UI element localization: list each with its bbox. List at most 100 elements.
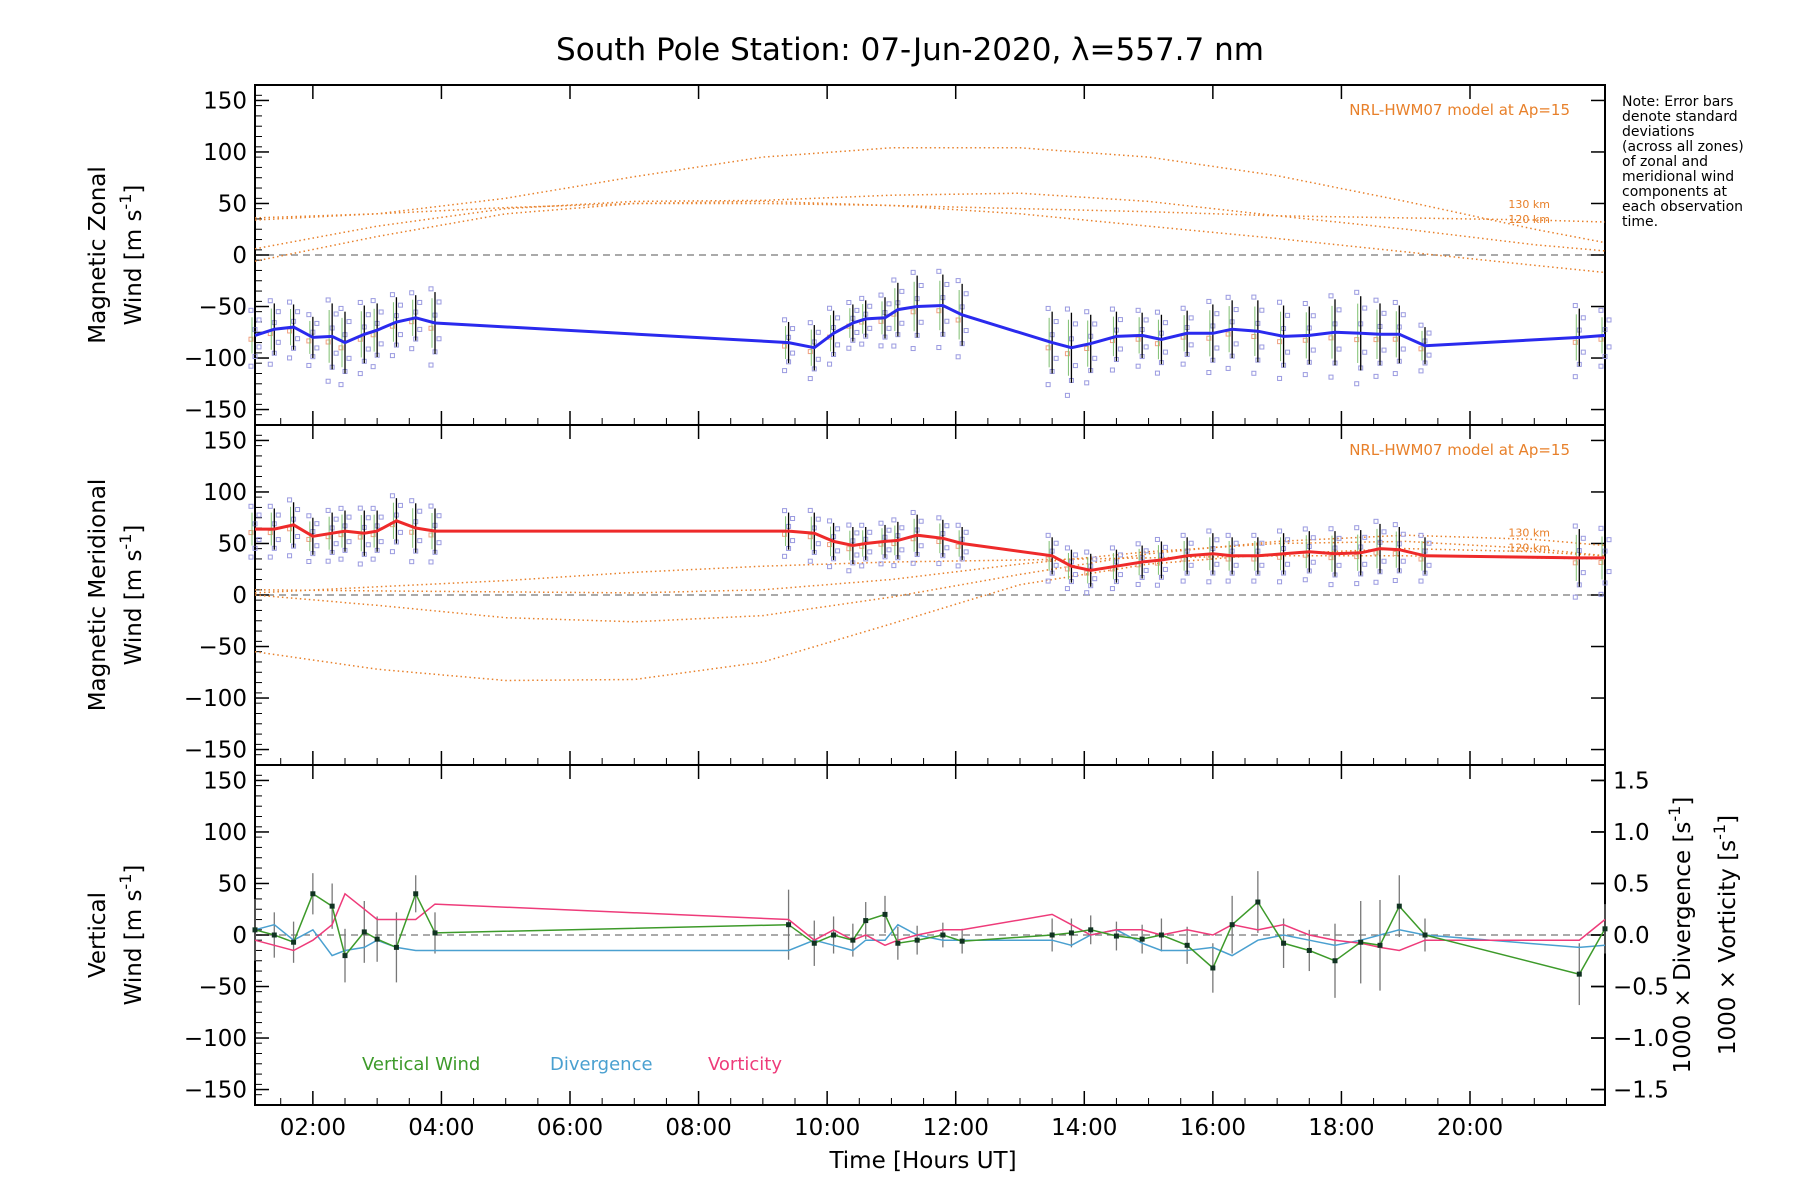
zone-point bbox=[314, 345, 320, 351]
zone-point bbox=[1426, 352, 1432, 358]
zone-point bbox=[835, 548, 841, 554]
zone-point bbox=[1259, 344, 1265, 350]
note-line: denote standard bbox=[1622, 109, 1738, 125]
zone-point bbox=[306, 558, 312, 564]
zone-point bbox=[436, 336, 442, 342]
zone-point bbox=[859, 295, 865, 301]
zone-point bbox=[1135, 363, 1141, 369]
zone-point bbox=[955, 543, 961, 549]
zone-point bbox=[1400, 531, 1406, 537]
zone-point bbox=[248, 530, 254, 536]
zone-point bbox=[417, 538, 423, 544]
zone-point bbox=[815, 516, 821, 522]
zone-point bbox=[1092, 355, 1098, 361]
zone-point bbox=[827, 564, 833, 570]
zone-point bbox=[1302, 526, 1308, 532]
zone-point bbox=[1362, 349, 1368, 355]
unit-superscript: -1 bbox=[116, 874, 135, 890]
vertical-wind-point bbox=[940, 932, 946, 938]
zone-point bbox=[846, 522, 852, 528]
zone-point bbox=[248, 554, 254, 560]
zone-point bbox=[1084, 380, 1090, 386]
zone-point bbox=[827, 305, 833, 311]
zone-point bbox=[1302, 337, 1308, 343]
zone-point bbox=[417, 508, 423, 514]
zone-point bbox=[256, 537, 262, 543]
zone-point bbox=[910, 560, 916, 566]
zone-point bbox=[891, 517, 897, 523]
zone-point bbox=[1285, 561, 1291, 567]
zone-point bbox=[1072, 552, 1078, 558]
zone-point bbox=[1045, 345, 1051, 351]
zone-point bbox=[1117, 572, 1123, 578]
y-tick-label: −50 bbox=[198, 975, 247, 1001]
zone-point bbox=[1328, 555, 1334, 561]
y-tick-label: −50 bbox=[198, 635, 247, 661]
zone-point bbox=[1162, 349, 1168, 355]
zone-point bbox=[1154, 309, 1160, 315]
zone-point bbox=[256, 317, 262, 323]
zone-point bbox=[428, 325, 434, 331]
altitude-label: 130 km bbox=[1508, 198, 1550, 211]
zone-point bbox=[835, 342, 841, 348]
zone-point bbox=[815, 541, 821, 547]
zone-point bbox=[790, 350, 796, 356]
zone-point bbox=[1259, 540, 1265, 546]
zone-point bbox=[1053, 355, 1059, 361]
vertical-wind-point bbox=[432, 930, 438, 936]
vertical-wind-point bbox=[361, 929, 367, 935]
legend-divergence: Divergence bbox=[550, 1054, 653, 1075]
zone-point bbox=[357, 371, 363, 377]
y-axis-label-line2: Wind [m s-1] bbox=[116, 185, 147, 326]
zone-point bbox=[867, 325, 873, 331]
vertical-wind-point bbox=[882, 911, 888, 917]
zone-point bbox=[963, 549, 969, 555]
zone-point bbox=[389, 292, 395, 298]
zone-point bbox=[428, 362, 434, 368]
zone-point bbox=[389, 549, 395, 555]
zone-point bbox=[1188, 540, 1194, 546]
zone-point bbox=[1373, 579, 1379, 585]
altitude-label: 130 km bbox=[1508, 527, 1550, 540]
zone-point bbox=[1418, 532, 1424, 538]
zone-point bbox=[346, 319, 352, 325]
x-tick-label: 08:00 bbox=[665, 1115, 731, 1141]
zone-point bbox=[1206, 528, 1212, 534]
zone-point bbox=[1109, 306, 1115, 312]
x-tick-label: 18:00 bbox=[1308, 1115, 1374, 1141]
unit-bracket: ] bbox=[121, 865, 147, 874]
zone-point bbox=[1084, 346, 1090, 352]
zone-point bbox=[815, 356, 821, 362]
zone-point bbox=[389, 493, 395, 499]
zone-point bbox=[378, 514, 384, 520]
zone-point bbox=[827, 542, 833, 548]
zone-point bbox=[1362, 561, 1368, 567]
note-line: meridional wind bbox=[1622, 169, 1734, 185]
zone-point bbox=[338, 505, 344, 511]
zone-point bbox=[1362, 305, 1368, 311]
zone-point bbox=[955, 278, 961, 284]
zone-point bbox=[1598, 591, 1604, 597]
panel-vertical: −150 −100 −50 0 50 100 150 02:00 04:00 06:00 08:00… bbox=[85, 764, 1741, 1141]
zone-point bbox=[815, 329, 821, 335]
zone-point bbox=[428, 559, 434, 565]
right-tick-label: 1.0 bbox=[1613, 820, 1650, 846]
zone-point bbox=[1225, 294, 1231, 300]
zone-point bbox=[248, 336, 254, 342]
zone-point bbox=[963, 529, 969, 535]
zone-point bbox=[1180, 361, 1186, 367]
zone-point bbox=[1154, 536, 1160, 542]
zone-point bbox=[378, 309, 384, 315]
zone-point bbox=[1606, 317, 1612, 323]
model-curve bbox=[254, 202, 1606, 223]
y-tick-label: −150 bbox=[184, 398, 247, 424]
zone-point bbox=[955, 354, 961, 360]
zone-point bbox=[1598, 559, 1604, 565]
zone-point bbox=[1418, 346, 1424, 352]
zone-point bbox=[899, 320, 905, 326]
zone-point bbox=[1302, 577, 1308, 583]
zone-point bbox=[325, 339, 331, 345]
zone-point bbox=[1606, 569, 1612, 575]
zone-point bbox=[409, 559, 415, 565]
panel-meridional: −150 −100 −50 0 50 100 150 Magnetic Meridional W… bbox=[85, 424, 1612, 766]
